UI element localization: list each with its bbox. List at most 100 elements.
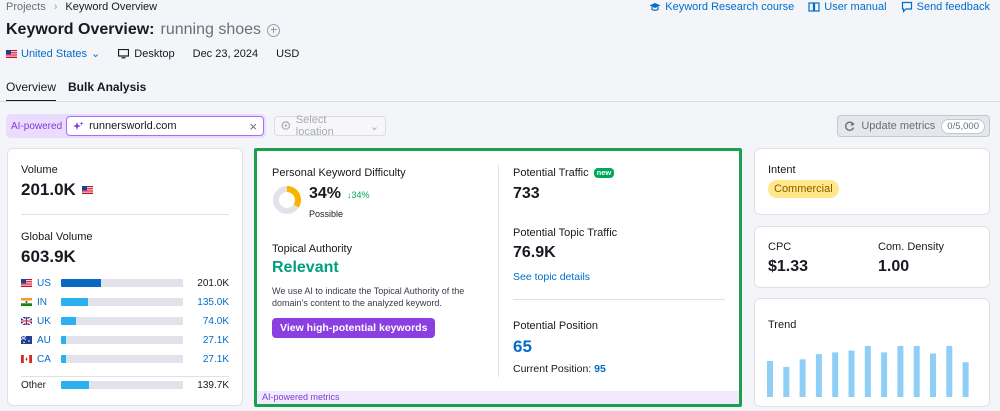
update-count-badge: 0/5,000 <box>941 118 985 134</box>
tab-bulk-analysis[interactable]: Bulk Analysis <box>68 80 147 94</box>
global-volume-value: 603.9K <box>21 247 76 266</box>
com-density-label: Com. Density <box>878 241 945 253</box>
pkd-label: Personal Keyword Difficulty <box>272 167 406 179</box>
user-manual-link[interactable]: User manual <box>808 1 887 13</box>
report-date: Dec 23, 2024 <box>192 47 259 60</box>
trend-bar <box>783 366 790 397</box>
clear-icon[interactable]: × <box>249 118 258 134</box>
database-label: United States <box>21 47 88 60</box>
pkd-delta: ↓34% <box>347 190 370 200</box>
course-link[interactable]: Keyword Research course <box>649 1 794 13</box>
potential-traffic-text: Potential Traffic <box>513 167 589 179</box>
potential-position-label: Potential Position <box>513 320 598 332</box>
help-links: Keyword Research course User manual Send… <box>649 1 990 13</box>
tab-divider <box>0 101 1000 102</box>
country-volume: 201.0K <box>197 277 229 289</box>
topical-authority-description: We use AI to indicate the Topical Author… <box>272 286 465 308</box>
country-share-bar <box>61 317 183 325</box>
breadcrumb: Projects › Keyword Overview <box>6 1 157 13</box>
ai-domain-box: AI-powered runnersworld.com × <box>6 114 267 138</box>
potential-position-value: 65 <box>513 337 532 356</box>
potential-topic-traffic-value: 76.9K <box>513 244 556 261</box>
domain-input[interactable]: runnersworld.com × <box>66 116 265 136</box>
pkd-percent: 34% <box>309 185 342 202</box>
other-label: Other <box>21 379 47 391</box>
country-row-us[interactable]: US 201.0K <box>21 276 229 290</box>
country-share-bar <box>61 381 183 389</box>
trend-bar <box>881 352 888 397</box>
divider <box>498 165 499 377</box>
cpc-card: CPC $1.33 Com. Density 1.00 <box>754 226 990 288</box>
topical-authority-value: Relevant <box>272 259 339 276</box>
trend-bar <box>897 345 904 397</box>
location-placeholder: Select location <box>295 114 334 138</box>
course-link-label: Keyword Research course <box>665 1 795 13</box>
cpc-label: CPC <box>768 241 792 253</box>
pkd-value: 34% ↓34% <box>309 185 370 203</box>
us-flag-icon <box>21 279 32 287</box>
com-density-value: 1.00 <box>878 258 910 275</box>
chevron-down-icon: ⌄ <box>91 48 101 60</box>
book-icon <box>808 2 820 12</box>
add-to-list-icon[interactable] <box>267 23 281 37</box>
country-volume: 27.1K <box>202 334 229 346</box>
report-tabs: Overview Bulk Analysis <box>6 80 146 102</box>
us-flag-icon <box>6 49 17 58</box>
ai-metrics-footer: AI-powered metrics <box>257 391 739 404</box>
domain-value: runnersworld.com <box>89 120 177 132</box>
ai-metrics-card: Personal Keyword Difficulty 34% ↓34% Pos… <box>254 148 742 407</box>
refresh-icon <box>845 120 856 131</box>
trend-chart <box>767 345 969 397</box>
title-text: Keyword Overview: <box>6 21 155 38</box>
breadcrumb-projects[interactable]: Projects <box>6 1 46 13</box>
country-volume: 135.0K <box>197 296 229 308</box>
other-volume: 139.7K <box>197 379 229 391</box>
location-pin-icon <box>281 120 291 130</box>
volume-label: Volume <box>21 164 58 176</box>
country-row-uk[interactable]: UK 74.0K <box>21 314 229 328</box>
country-share-bar <box>61 279 183 287</box>
volume-number: 201.0K <box>21 180 76 199</box>
new-badge: new <box>593 168 615 178</box>
trend-bar <box>913 345 920 397</box>
country-row-au[interactable]: AU 27.1K <box>21 333 229 347</box>
ai-powered-label: AI-powered <box>11 120 63 132</box>
view-high-potential-keywords-button[interactable]: View high-potential keywords <box>272 318 436 338</box>
divider <box>513 299 725 300</box>
potential-traffic-value: 733 <box>513 185 540 202</box>
country-row-in[interactable]: IN 135.0K <box>21 295 229 309</box>
trend-bar <box>799 359 806 397</box>
trend-label: Trend <box>768 319 797 331</box>
tab-overview[interactable]: Overview <box>6 80 57 102</box>
country-share-bar <box>61 355 183 363</box>
us-flag-icon <box>81 186 93 194</box>
trend-bar <box>767 361 773 397</box>
update-metrics-button[interactable]: Update metrics 0/5,000 <box>837 115 990 137</box>
country-code: UK <box>37 315 51 327</box>
australia-flag-icon <box>21 336 32 344</box>
cpc-value: $1.33 <box>768 258 809 275</box>
country-code: AU <box>37 334 51 346</box>
send-feedback-link[interactable]: Send feedback <box>901 1 990 13</box>
current-position: Current Position: 95 <box>513 363 606 375</box>
device-label: Desktop <box>134 47 175 60</box>
user-manual-label: User manual <box>824 1 887 13</box>
trend-bar <box>832 352 839 397</box>
country-row-ca[interactable]: CA 27.1K <box>21 352 229 366</box>
country-share-bar <box>61 298 183 306</box>
trend-bar <box>946 345 953 397</box>
report-meta: United States ⌄ Desktop Dec 23, 2024 USD <box>6 47 299 60</box>
trend-bar <box>848 350 855 397</box>
current-position-value: 95 <box>594 363 606 375</box>
country-share-bar <box>61 336 183 344</box>
chevron-right-icon: › <box>53 1 58 13</box>
intent-label: Intent <box>768 164 796 176</box>
see-topic-details-link[interactable]: See topic details <box>513 271 591 283</box>
location-select[interactable]: Select location ⌄ <box>274 114 387 138</box>
database-selector[interactable]: United States ⌄ <box>6 47 100 60</box>
country-code: CA <box>37 353 51 365</box>
send-feedback-label: Send feedback <box>916 1 990 13</box>
update-metrics-label: Update metrics <box>861 120 936 132</box>
intent-badge: Commercial <box>768 180 839 198</box>
current-position-label: Current Position: <box>513 363 592 375</box>
